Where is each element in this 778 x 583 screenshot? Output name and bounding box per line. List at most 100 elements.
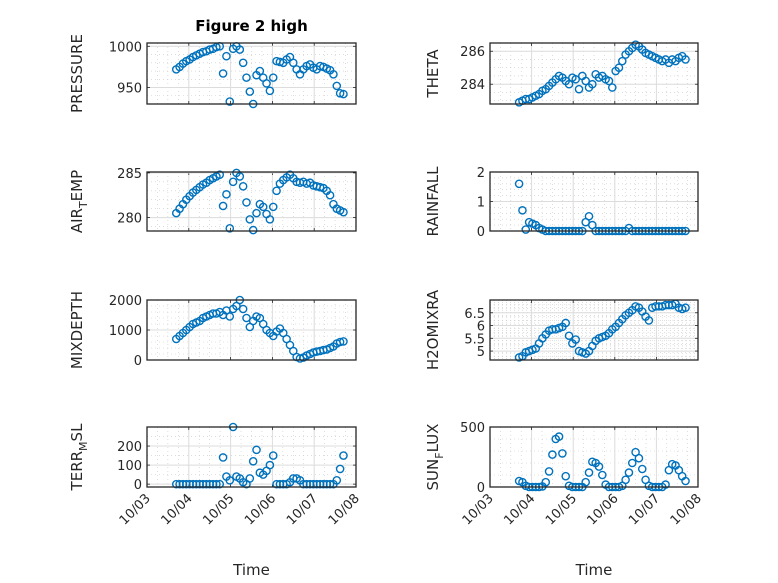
data-point [681, 303, 690, 312]
x-tick-label: 10/05 [200, 491, 237, 528]
axes-box [489, 171, 699, 232]
data-point [332, 81, 342, 91]
data-point [222, 51, 231, 61]
x-tick-label: 10/06 [585, 491, 622, 528]
x-tick-label: 10/08 [668, 491, 705, 528]
y-tick-label: 950 [117, 82, 142, 97]
data-point [564, 331, 574, 341]
data-point [315, 182, 325, 192]
y-tick-label: 0 [134, 354, 142, 369]
y-axis-label: RAINFALL [424, 166, 442, 237]
data-point [614, 63, 624, 73]
data-point [215, 170, 225, 179]
data-point [571, 74, 580, 84]
data-point [268, 451, 278, 460]
subplot-sun-flux: 0 500 SUNFLUX 10/03 10/04 10/05 10/06 10/07 10/0… [424, 421, 705, 579]
y-tick-label: 100 [117, 459, 142, 474]
data-point [325, 479, 335, 489]
data-point [617, 56, 627, 66]
data-point [248, 225, 258, 235]
axes-box [146, 171, 357, 232]
y-axis-label: THETA [424, 49, 442, 99]
data-point [218, 453, 228, 462]
data-point [265, 460, 275, 470]
data-point [661, 480, 670, 489]
data-point [544, 467, 554, 476]
data-point [218, 201, 228, 211]
x-axis-label: Time [232, 561, 270, 579]
data-point [238, 58, 248, 68]
data-point [335, 464, 345, 474]
y-tick-label: 1000 [109, 324, 142, 339]
data-point [554, 432, 564, 441]
data-point [225, 312, 235, 321]
data-point [584, 211, 594, 221]
data-point [624, 468, 634, 477]
data-point [681, 55, 690, 64]
data-point [265, 86, 275, 96]
data-point [238, 304, 248, 314]
data-point [564, 79, 574, 89]
data-point [574, 84, 584, 94]
axes-box [489, 42, 699, 105]
y-tick-label: 284 [460, 78, 485, 93]
data-point [245, 474, 255, 483]
axes-box [489, 299, 699, 361]
data-point [521, 225, 531, 234]
data-point [268, 73, 278, 82]
y-axis-label: SUNFLUX [424, 424, 446, 491]
data-point [212, 479, 221, 489]
data-point [584, 468, 594, 477]
data-point [548, 450, 557, 459]
data-point [541, 477, 551, 487]
plot-area [490, 43, 698, 104]
subplot-air-temp: 280 285 AIRTEMP [68, 167, 357, 235]
data-point [255, 66, 265, 76]
subplot-rainfall: 0 1 2 RAINFALL [424, 166, 699, 240]
data-point [627, 458, 637, 468]
data-point [248, 456, 258, 466]
data-point [268, 202, 278, 212]
y-axis-label: TERRMSL [68, 423, 90, 492]
y-tick-label: 1 [477, 196, 485, 211]
y-tick-label: 0 [477, 481, 485, 496]
plot-area [147, 427, 356, 487]
data-point [242, 73, 251, 82]
data-point [235, 172, 245, 181]
y-tick-label: 5 [477, 345, 485, 360]
data-point [242, 198, 251, 207]
data-point [288, 58, 298, 68]
y-tick-label: 6 [477, 320, 485, 335]
x-tick-label: 10/04 [501, 491, 538, 528]
data-point [245, 215, 255, 224]
data-point [608, 83, 617, 92]
axes-box [489, 426, 699, 488]
data-point [339, 207, 348, 217]
x-tick-label: 10/06 [242, 491, 279, 528]
plot-area [147, 43, 356, 104]
x-tick-label: 10/04 [159, 491, 196, 528]
data-point [265, 215, 275, 224]
x-tick-label: 10/07 [626, 491, 663, 528]
data-point [272, 186, 281, 196]
y-axis-label: MIXDEPTH [68, 291, 86, 369]
subplot-terr-msl: 0 100 200 TERRMSL 10/03 10/04 10/05 10/06 10/07 1… [68, 422, 363, 579]
data-point [335, 88, 345, 98]
data-point [339, 89, 348, 99]
y-tick-label: 2000 [109, 294, 142, 309]
y-axis-label: AIRTEMP [68, 170, 90, 233]
data-point [561, 471, 571, 481]
data-point [235, 45, 245, 54]
y-tick-label: 285 [117, 167, 142, 182]
data-point [215, 479, 225, 489]
y-axis-label: PRESSURE [68, 34, 86, 113]
data-point [594, 462, 604, 471]
y-tick-label: 0 [134, 478, 142, 493]
y-tick-label: 200 [117, 440, 142, 455]
y-tick-label: 280 [117, 212, 142, 227]
data-point [252, 208, 261, 218]
x-tick-label: 10/07 [284, 491, 321, 528]
data-point [558, 449, 567, 458]
axes-box [146, 42, 357, 105]
